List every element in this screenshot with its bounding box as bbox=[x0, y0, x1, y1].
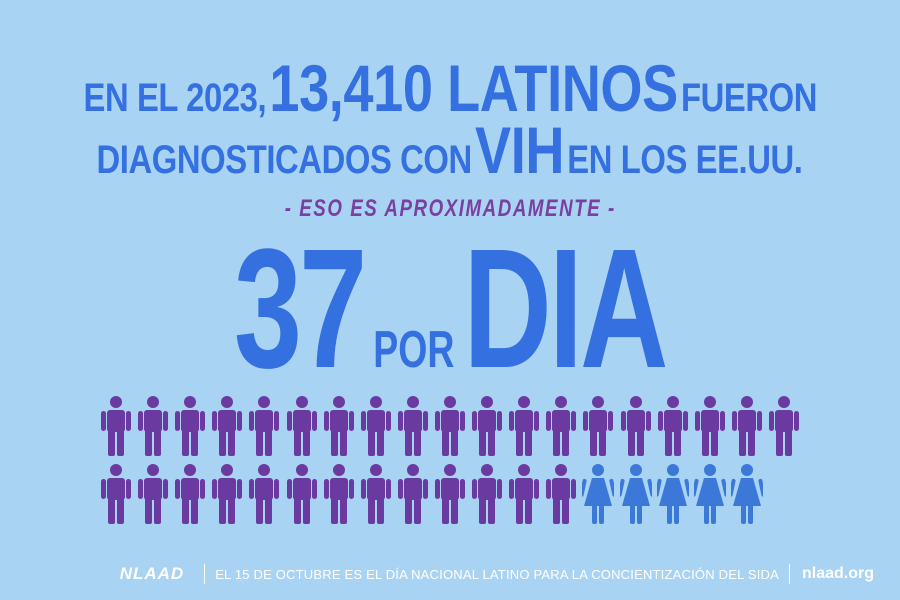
people-row bbox=[100, 464, 800, 524]
male-person-icon bbox=[360, 464, 391, 524]
footer: NLAAD EL 15 DE OCTUBRE ES EL DÍA NACIONA… bbox=[0, 562, 900, 586]
headline-highlight-vih: VIH bbox=[475, 113, 565, 187]
male-person-icon bbox=[397, 396, 428, 456]
male-person-icon bbox=[620, 396, 651, 456]
male-person-icon bbox=[323, 464, 354, 524]
male-person-icon bbox=[657, 396, 688, 456]
male-person-icon bbox=[101, 396, 131, 456]
female-person-icon bbox=[582, 464, 615, 524]
website-link[interactable]: nlaad.org bbox=[801, 565, 874, 582]
male-person-icon bbox=[731, 396, 762, 456]
female-person-icon bbox=[693, 464, 726, 524]
nlaad-logo: NLAAD bbox=[119, 564, 185, 583]
rate-connector: POR bbox=[373, 321, 455, 379]
male-person-icon bbox=[360, 396, 391, 456]
headline-highlight-count: 13,410 LATINOS bbox=[269, 51, 678, 125]
footer-divider bbox=[788, 564, 790, 584]
male-person-icon bbox=[286, 396, 317, 456]
male-person-icon bbox=[509, 464, 540, 524]
male-person-icon bbox=[768, 396, 799, 456]
male-person-icon bbox=[434, 464, 465, 524]
headline-text-1a: EN EL 2023, bbox=[83, 76, 266, 120]
male-person-icon bbox=[546, 464, 577, 524]
rate-number: 37 bbox=[234, 214, 367, 404]
male-person-icon bbox=[138, 396, 169, 456]
headline-text-2c: EN LOS EE.UU. bbox=[567, 138, 804, 182]
subheading-text: - ESO ES APROXIMADAMENTE - bbox=[284, 195, 616, 222]
male-person-icon bbox=[509, 396, 540, 456]
male-person-icon bbox=[175, 464, 206, 524]
male-person-icon bbox=[434, 396, 465, 456]
male-person-icon bbox=[694, 396, 725, 456]
rate-unit: DIA bbox=[463, 214, 669, 404]
male-person-icon bbox=[249, 396, 280, 456]
headline-text-1c: FUERON bbox=[680, 76, 817, 120]
male-person-icon bbox=[323, 396, 354, 456]
male-person-icon bbox=[472, 396, 503, 456]
male-person-icon bbox=[175, 396, 206, 456]
headline-line-1: EN EL 2023, 13,410 LATINOS FUERON bbox=[0, 50, 900, 126]
male-person-icon bbox=[212, 396, 243, 456]
male-person-icon bbox=[249, 464, 280, 524]
male-person-icon bbox=[138, 464, 169, 524]
male-person-icon bbox=[101, 464, 131, 524]
footer-message: EL 15 DE OCTUBRE ES EL DÍA NACIONAL LATI… bbox=[215, 566, 779, 582]
male-person-icon bbox=[212, 464, 243, 524]
male-person-icon bbox=[397, 464, 428, 524]
people-row bbox=[100, 396, 800, 456]
subheading: - ESO ES APROXIMADAMENTE - bbox=[0, 195, 900, 223]
male-person-icon bbox=[472, 464, 503, 524]
female-person-icon bbox=[730, 464, 763, 524]
female-person-icon bbox=[619, 464, 652, 524]
male-person-icon bbox=[583, 396, 614, 456]
footer-divider bbox=[204, 564, 206, 584]
headline-text-2a: DIAGNOSTICADOS CON bbox=[96, 138, 473, 182]
male-person-icon bbox=[546, 396, 577, 456]
headline-line-2: DIAGNOSTICADOS CON VIH EN LOS EE.UU. bbox=[0, 112, 900, 188]
female-person-icon bbox=[656, 464, 689, 524]
daily-rate: 37 POR DIA bbox=[0, 224, 900, 394]
male-person-icon bbox=[286, 464, 317, 524]
people-pictogram bbox=[100, 396, 800, 532]
